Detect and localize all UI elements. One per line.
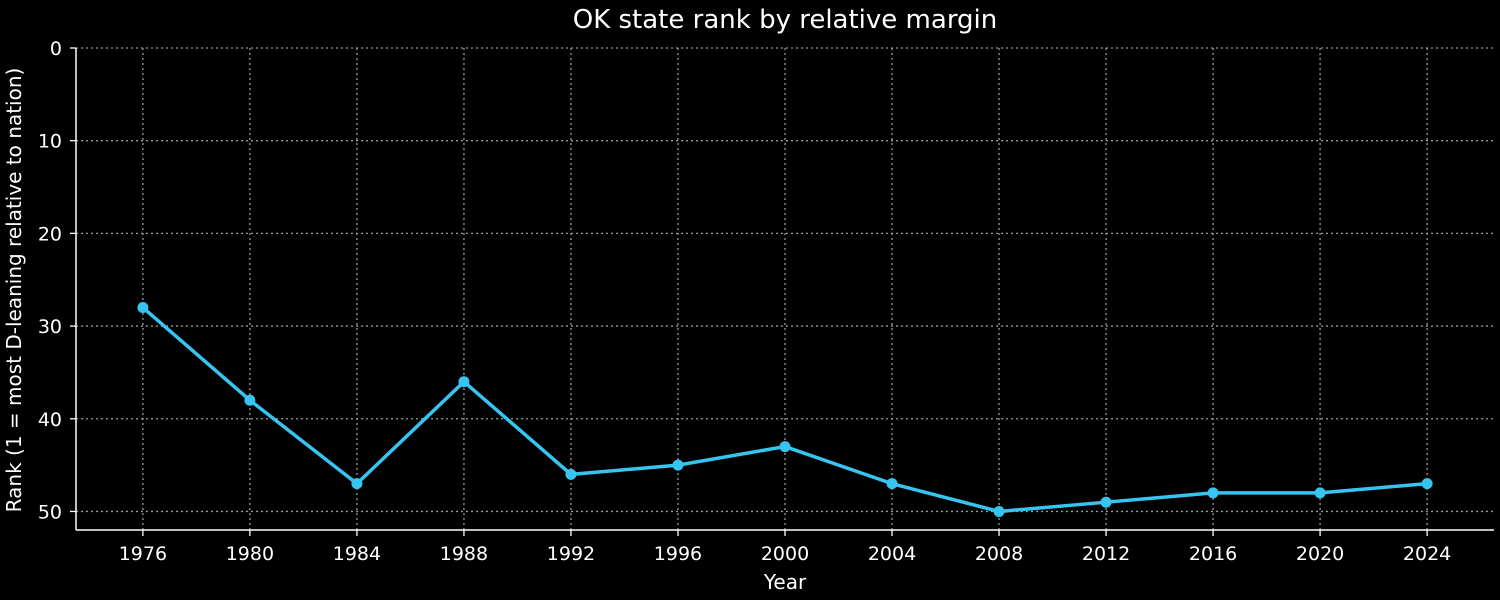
x-tick-label: 1980 [226, 543, 274, 565]
x-tick-label: 2000 [761, 543, 809, 565]
data-point [672, 459, 684, 471]
x-tick-label: 2004 [868, 543, 916, 565]
x-tick-label: 1992 [547, 543, 595, 565]
x-tick-label: 2024 [1403, 543, 1451, 565]
x-axis-label: Year [763, 570, 807, 594]
x-tick-label: 1984 [333, 543, 381, 565]
chart-title: OK state rank by relative margin [573, 5, 998, 35]
data-point [565, 468, 577, 480]
data-point [1207, 487, 1219, 499]
x-tick-label: 1976 [119, 543, 167, 565]
data-point [779, 441, 791, 453]
x-tick-label: 2012 [1082, 543, 1130, 565]
data-point [993, 505, 1005, 517]
ticks: 1976 1980 1984 1988 1992 1996 2000 2004 2008 2012… [38, 38, 1451, 565]
grid [76, 47, 1494, 530]
data-point [1421, 478, 1433, 490]
data-point [351, 478, 363, 490]
x-tick-label: 2016 [1189, 543, 1237, 565]
x-tick-label: 1996 [654, 543, 702, 565]
y-tick-label: 0 [50, 38, 62, 60]
y-tick-label: 20 [38, 223, 62, 245]
y-tick-label: 30 [38, 316, 62, 338]
data-point [244, 394, 256, 406]
y-tick-label: 10 [38, 131, 62, 153]
data-point [137, 302, 149, 314]
x-tick-label: 2020 [1296, 543, 1344, 565]
data-point [1314, 487, 1326, 499]
x-tick-label: 2008 [975, 543, 1023, 565]
y-tick-label: 50 [38, 501, 62, 523]
data-point [886, 478, 898, 490]
y-tick-label: 40 [38, 409, 62, 431]
series-layer [137, 302, 1433, 517]
x-tick-label: 1988 [440, 543, 488, 565]
data-point [458, 376, 470, 388]
y-axis-label: Rank (1 = most D-leaning relative to nat… [2, 68, 26, 513]
data-point [1100, 496, 1112, 508]
